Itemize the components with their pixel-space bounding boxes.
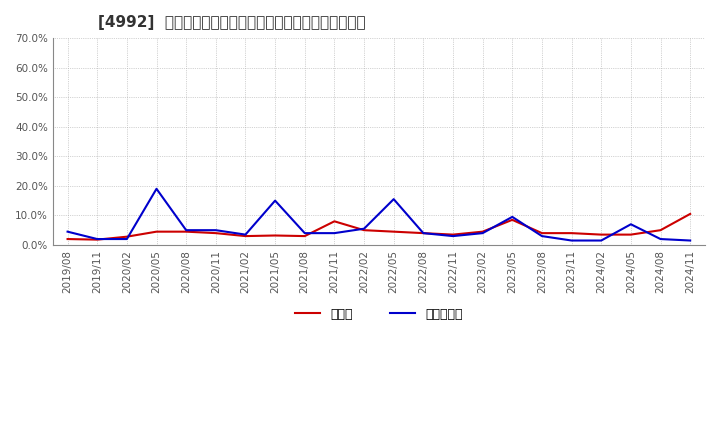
現預金 [330,219,338,224]
有利子負債 [122,236,131,242]
現預金 [686,211,695,216]
有利子負債 [567,238,576,243]
現預金 [93,237,102,242]
有利子負債 [241,232,250,237]
現預金 [390,229,398,234]
有利子負債 [152,186,161,191]
有利子負債 [538,234,546,239]
Line: 現預金: 現預金 [68,214,690,240]
有利子負債 [182,227,191,233]
現預金 [626,232,635,237]
現預金 [241,234,250,239]
有利子負債 [449,234,457,239]
現預金 [478,229,487,234]
Text: [4992]  現預金、有利子負債の総資産に対する比率の推移: [4992] 現預金、有利子負債の総資産に対する比率の推移 [99,15,366,30]
現預金 [300,234,309,239]
有利子負債 [686,238,695,243]
有利子負債 [330,231,338,236]
現預金 [567,231,576,236]
Line: 有利子負債: 有利子負債 [68,189,690,241]
有利子負債 [63,229,72,234]
現預金 [212,231,220,236]
現預金 [656,227,665,233]
有利子負債 [212,227,220,233]
現預金 [182,229,191,234]
現預金 [152,229,161,234]
有利子負債 [360,226,369,231]
有利子負債 [597,238,606,243]
有利子負債 [626,222,635,227]
有利子負債 [478,231,487,236]
現預金 [538,231,546,236]
現預金 [597,232,606,237]
現預金 [63,236,72,242]
有利子負債 [419,231,428,236]
有利子負債 [300,231,309,236]
有利子負債 [271,198,279,203]
現預金 [508,217,517,223]
現預金 [271,233,279,238]
現預金 [360,227,369,233]
現預金 [122,234,131,239]
有利子負債 [508,214,517,220]
有利子負債 [656,236,665,242]
現預金 [419,231,428,236]
有利子負債 [390,197,398,202]
Legend: 現預金, 有利子負債: 現預金, 有利子負債 [290,303,467,326]
有利子負債 [93,236,102,242]
現預金 [449,232,457,237]
